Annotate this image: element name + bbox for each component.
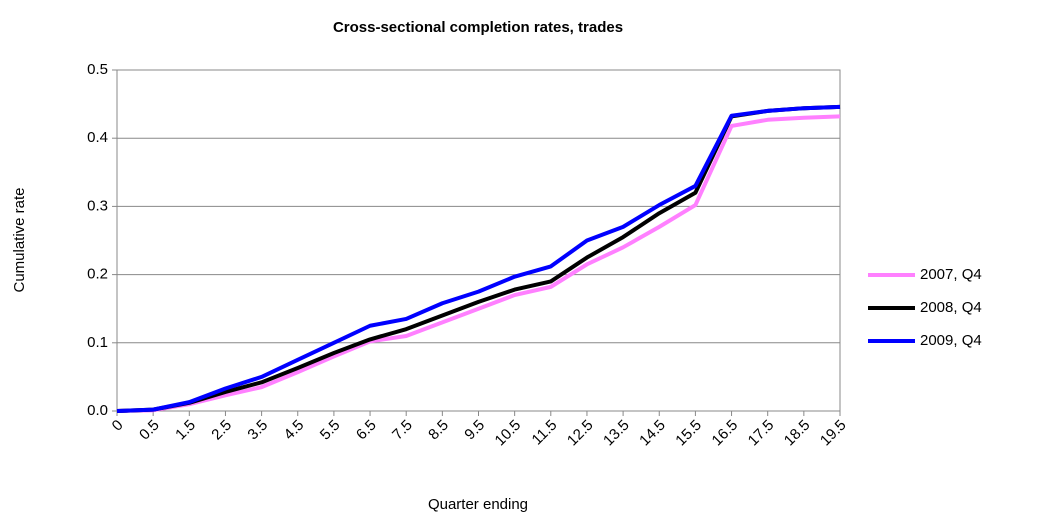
x-tick-label: 0.5 <box>136 417 163 444</box>
x-tick-label: 19.5 <box>817 417 850 450</box>
y-tick-label: 0.3 <box>87 197 108 214</box>
y-tick-label: 0.4 <box>87 129 108 146</box>
y-tick-label: 0.0 <box>87 402 108 419</box>
x-tick-label: 15.5 <box>672 417 705 450</box>
x-tick-label: 7.5 <box>389 417 416 444</box>
x-tick-label: 8.5 <box>425 417 452 444</box>
legend-label: 2009, Q4 <box>920 332 982 349</box>
y-tick-label: 0.2 <box>87 266 108 283</box>
x-tick-label: 0 <box>109 417 127 435</box>
legend-label: 2007, Q4 <box>920 266 982 283</box>
x-tick-label: 18.5 <box>781 417 814 450</box>
series-line <box>116 104 841 413</box>
x-tick-label: 4.5 <box>281 417 308 444</box>
x-tick-label: 16.5 <box>709 417 742 450</box>
x-tick-label: 6.5 <box>353 417 380 444</box>
x-tick-label: 14.5 <box>636 417 669 450</box>
series-line <box>116 114 841 413</box>
y-tick-label: 0.1 <box>87 334 108 351</box>
x-tick-label: 2.5 <box>208 417 235 444</box>
x-tick-label: 9.5 <box>461 417 488 444</box>
x-tick-label: 17.5 <box>745 417 778 450</box>
x-tick-label: 1.5 <box>172 417 199 444</box>
chart-title: Cross-sectional completion rates, trades <box>333 19 623 36</box>
y-tick-label: 0.5 <box>87 61 108 78</box>
x-tick-label: 11.5 <box>529 417 561 449</box>
plot-border <box>116 69 841 412</box>
x-tick-label: 13.5 <box>600 417 633 450</box>
x-axis-label: Quarter ending <box>428 496 528 513</box>
x-tick-label: 12.5 <box>564 417 597 450</box>
series-line <box>116 104 841 413</box>
x-tick-label: 5.5 <box>317 417 344 444</box>
legend-label: 2008, Q4 <box>920 299 982 316</box>
x-tick-label: 10.5 <box>492 417 525 450</box>
y-axis-label: Cumulative rate <box>11 187 28 292</box>
x-tick-label: 3.5 <box>244 417 271 444</box>
